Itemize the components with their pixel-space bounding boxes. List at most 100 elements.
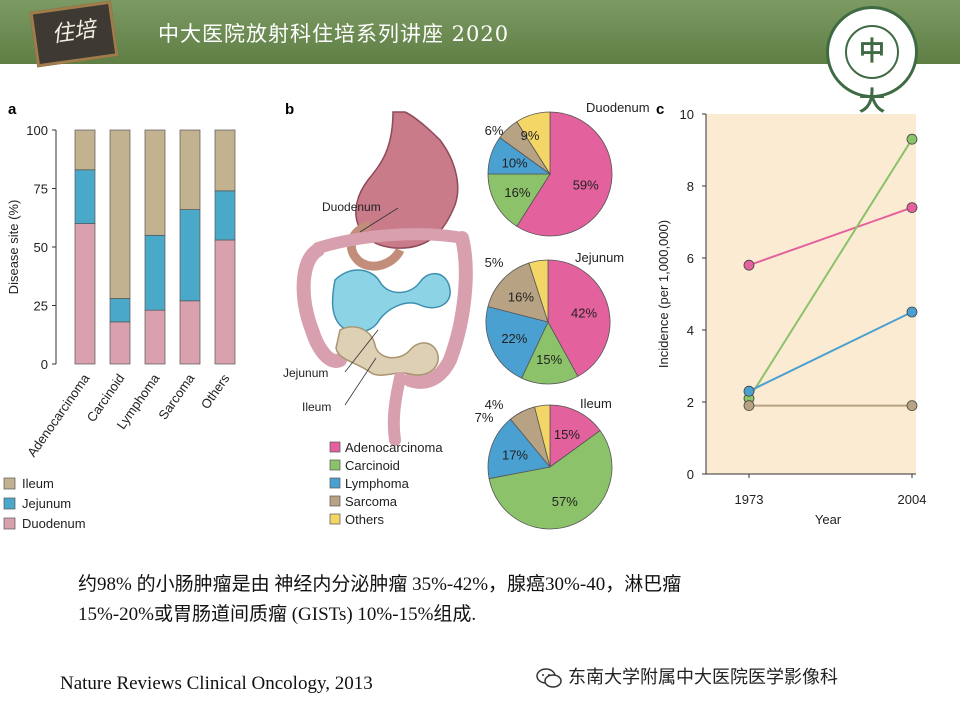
colon-right — [403, 231, 473, 389]
legend-label-jejunum: Jejunum — [22, 496, 71, 511]
bar-jejunum-lymphoma — [144, 234, 166, 311]
panel-label-a: a — [8, 101, 17, 118]
colon-left — [296, 243, 347, 368]
series-line-lymphoma — [748, 311, 913, 393]
pie-label: 16% — [508, 290, 534, 305]
bar-ileum-sarcoma — [179, 129, 201, 210]
legend-swatch-duodenum — [3, 517, 16, 530]
pie-legend-swatch-carcinoid — [329, 459, 341, 471]
bar-duodenum-adenocarcinoma — [74, 223, 96, 365]
x-tick-label: 1973 — [735, 492, 764, 507]
hospital-logo: 中大 — [826, 6, 918, 117]
bar-ileum-adenocarcinoma — [74, 129, 96, 171]
data-point-adenocarcinoma-2004 — [906, 202, 918, 214]
data-point-adenocarcinoma-1973 — [743, 259, 755, 271]
bar-jejunum-sarcoma — [179, 209, 201, 302]
pie-legend-label-lymphoma: Lymphoma — [345, 476, 410, 491]
y-tick-label: 6 — [687, 251, 694, 266]
data-point-sarcoma-2004 — [906, 400, 918, 412]
figure-canvas: Duodenum Jejunum Ileum 0255075100Disease… — [3, 100, 926, 531]
stomach-shape — [355, 111, 459, 249]
pie-slice-jejunum-lymphoma — [485, 306, 549, 379]
pie-title-ileum: Ileum — [580, 396, 612, 411]
pie-label: 15% — [536, 352, 562, 367]
legend-label-duodenum: Duodenum — [22, 516, 86, 531]
watermark-text: 东南大学附属中大医院医学影像科 — [568, 667, 838, 688]
pie-slice-duodenum-carcinoid — [487, 173, 551, 227]
rectum-shape — [387, 372, 406, 446]
anatomy-label-duodenum: Duodenum — [322, 200, 381, 214]
pie-label: 17% — [502, 447, 528, 462]
logo-glyph: 中大 — [845, 25, 899, 117]
data-point-carcinoid-2004 — [906, 133, 918, 145]
y-axis-label: Disease site (%) — [6, 200, 21, 295]
pie-slice-duodenum-adenocarcinoma — [516, 111, 613, 237]
pie-label: 4% — [485, 397, 504, 412]
pie-label: 9% — [521, 128, 540, 143]
legend-label-ileum: Ileum — [22, 476, 54, 491]
pie-label: 57% — [552, 494, 578, 509]
pie-slice-jejunum-adenocarcinoma — [547, 259, 611, 377]
y-tick-label: 2 — [687, 395, 694, 410]
header-banner — [0, 0, 960, 64]
pie-legend-swatch-sarcoma — [329, 495, 341, 507]
page-title: 中大医院放射科住培系列讲座 2020 — [158, 22, 510, 46]
wechat-icon — [536, 668, 562, 688]
duodenum-shape — [346, 220, 405, 271]
duodenum-pointer — [359, 207, 399, 233]
pie-title-duodenum: Duodenum — [586, 100, 650, 115]
jejunum-shape — [331, 269, 451, 333]
y-tick-label: 25 — [34, 299, 48, 314]
legend-swatch-ileum — [3, 477, 16, 490]
data-point-sarcoma-1973 — [743, 400, 755, 412]
pie-label: 16% — [504, 185, 530, 200]
panel-c-line-chart: 0 2 4 6 8 10 1973 2004 Year Incidence (per 1,000,… — [656, 107, 926, 527]
pie-slice-ileum-carcinoid — [488, 429, 613, 530]
x-tick-label: Others — [198, 371, 233, 412]
y-tick-label: 50 — [34, 240, 48, 255]
pie-legend-swatch-adenocarcinoma — [329, 441, 341, 453]
panel-a-stacked-bar-chart: 0 25 50 75 100 Disease site (%) Adenocarcinoma… — [3, 123, 236, 531]
bar-ileum-others — [214, 129, 236, 192]
y-tick-label: 100 — [26, 123, 48, 138]
pie-label: 15% — [554, 427, 580, 442]
pie-label: 5% — [485, 255, 504, 270]
bar-jejunum-adenocarcinoma — [74, 169, 96, 224]
x-tick-label: Adenocarcinoma — [24, 370, 93, 459]
caption-line-2: 15%-20%或胃肠道间质瘤 (GISTs) 10%-15%组成. — [78, 604, 477, 625]
ileum-pointer — [344, 357, 377, 406]
bar-duodenum-others — [214, 239, 236, 365]
pie-label: 10% — [502, 156, 528, 171]
panel-b-pie-charts: 59% 16% 10% 6% 9% Duodenum 42% 15% 22% 16% 5% Jejun… — [475, 100, 650, 530]
pie-slice-ileum-adenocarcinoma — [549, 404, 601, 468]
pie-slice-jejunum-sarcoma — [487, 262, 549, 323]
pie-slice-jejunum-others — [528, 259, 549, 323]
caption: 约98% 的小肠肿瘤是由 神经内分泌肿瘤 35%-42%，腺癌30%-40，淋巴… — [78, 570, 878, 630]
pie-label: 6% — [485, 123, 504, 138]
bar-jejunum-others — [214, 190, 236, 241]
pie-label: 7% — [475, 410, 494, 425]
bar-jejunum-carcinoid — [109, 298, 131, 323]
anatomy-label-jejunum: Jejunum — [283, 366, 328, 380]
ileum-shape — [335, 326, 439, 376]
y-tick-label: 8 — [687, 179, 694, 194]
y-tick-label: 0 — [41, 357, 48, 372]
pie-legend-label-adenocarcinoma: Adenocarcinoma — [345, 440, 443, 455]
jejunum-pointer — [344, 329, 379, 373]
data-point-lymphoma-1973 — [743, 385, 755, 397]
caption-line-1: 约98% 的小肠肿瘤是由 神经内分泌肿瘤 35%-42%，腺癌30%-40，淋巴… — [78, 574, 682, 595]
x-tick-label: Sarcoma — [155, 370, 198, 422]
intestine-illustration — [296, 111, 473, 446]
y-tick-label: 75 — [34, 182, 48, 197]
pie-legend-swatch-others — [329, 513, 341, 525]
series-line-carcinoid — [748, 138, 913, 399]
anatomy-label-ileum: Ileum — [302, 400, 331, 414]
pie-label: 42% — [571, 306, 597, 321]
watermark: 东南大学附属中大医院医学影像科 — [536, 663, 838, 689]
bar-duodenum-sarcoma — [179, 300, 201, 365]
y-tick-label: 0 — [687, 467, 694, 482]
panel-label-c: c — [656, 101, 665, 118]
y-tick-label: 10 — [680, 107, 694, 122]
legend-swatch-jejunum — [3, 497, 16, 510]
pie-slice-ileum-others — [534, 404, 551, 468]
